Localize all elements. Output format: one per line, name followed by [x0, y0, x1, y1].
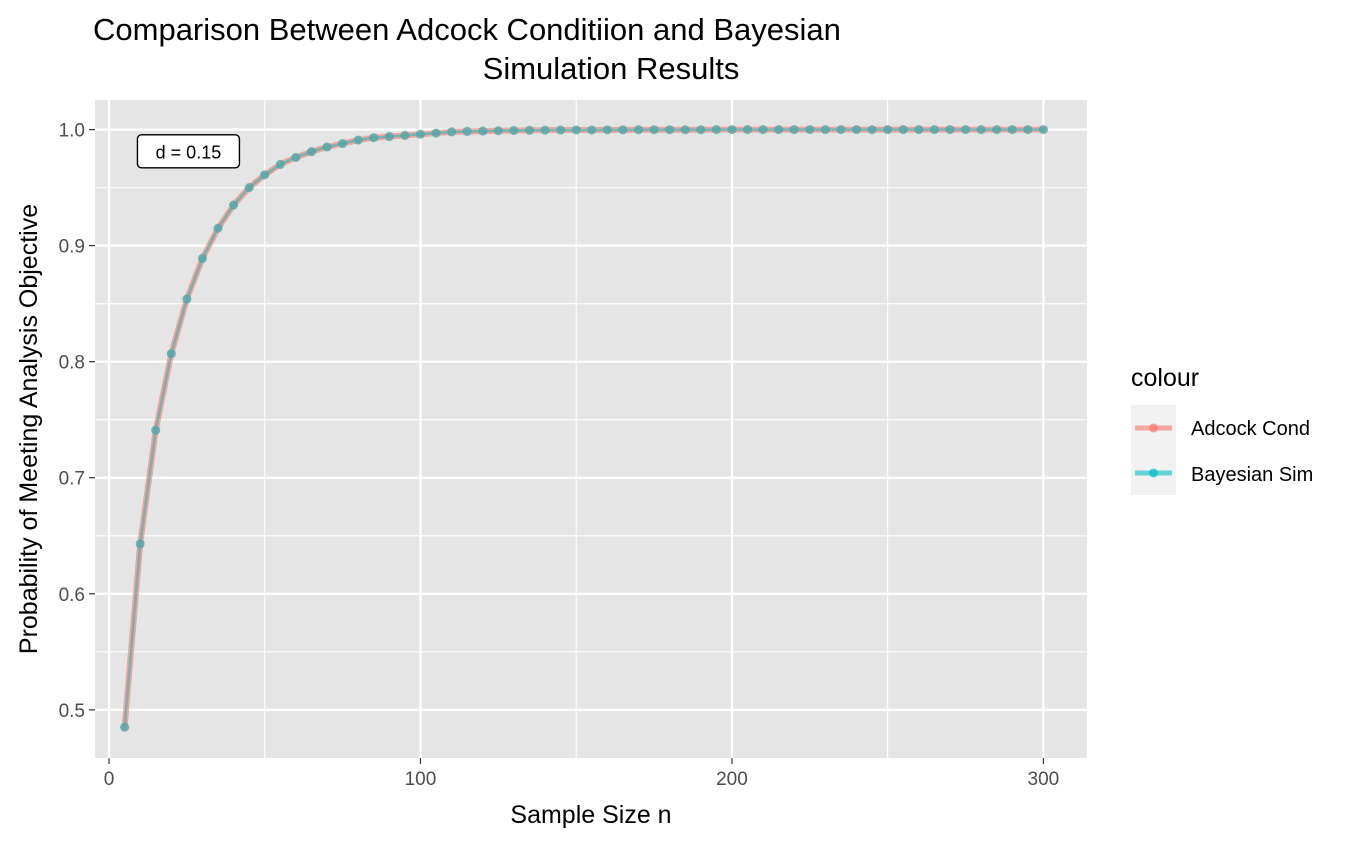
minor-gridlines [95, 100, 1087, 758]
bayesian-sim-point [291, 152, 301, 162]
bayesian-sim-point [353, 135, 363, 145]
bayesian-sim-point [992, 125, 1002, 135]
bayesian-sim-point [634, 125, 643, 135]
bayesian-sim-point [493, 126, 503, 136]
bayesian-sim-point [166, 349, 176, 359]
bayesian-sim-point [431, 128, 441, 138]
bayesian-sim-point [914, 125, 924, 135]
bayesian-sim-point [135, 539, 145, 549]
y-tick-label: 0.5 [59, 701, 85, 722]
legend-label-adcock: Adcock Cond [1191, 418, 1310, 440]
bayesian-sim-point [898, 125, 908, 135]
bayesian-sim-point [369, 133, 379, 143]
bayesian-sim-point [820, 125, 830, 135]
bayesian-sim-point [400, 130, 410, 140]
bayesian-sim-point [540, 125, 550, 135]
bayesian-sim-point [260, 170, 270, 180]
bayesian-sim-point [945, 125, 955, 135]
x-tick-label: 200 [716, 769, 748, 790]
bayesian-sim-point [696, 125, 706, 135]
y-tick-label: 0.6 [59, 585, 85, 606]
chart-title-line-2: Simulation Results [483, 51, 740, 86]
bayesian-sim-point [976, 125, 986, 135]
legend-key-background [1131, 405, 1176, 495]
bayesian-sim-point [665, 125, 675, 135]
bayesian-sim-point [680, 125, 690, 135]
bayesian-sim-point [727, 125, 737, 135]
legend-key-bayesian-point [1149, 468, 1158, 478]
bayesian-sim-point [151, 425, 161, 435]
y-tick-label: 0.8 [59, 353, 85, 374]
bayesian-sim-point [774, 125, 784, 135]
chart-title-line-1: Comparison Between Adcock Conditiion and… [93, 12, 841, 47]
bayesian-sim-point [524, 125, 534, 135]
bayesian-sim-point [1023, 125, 1033, 135]
bayesian-sim-point [509, 126, 519, 136]
bayesian-sim-point [743, 125, 753, 135]
x-axis-title: Sample Size n [510, 801, 671, 829]
bayesian-sim-point [197, 253, 207, 263]
bayesian-sim-point [587, 125, 597, 135]
y-axis: 0.5 0.6 0.7 0.8 0.9 1.0 [59, 121, 95, 722]
x-axis: 0 100 200 300 [104, 758, 1060, 790]
bayesian-sim-point [275, 159, 285, 169]
y-tick-label: 0.9 [59, 237, 85, 258]
legend-title: colour [1131, 364, 1199, 392]
bayesian-sim-point [338, 139, 348, 149]
bayesian-sim-point [789, 125, 799, 135]
plot-panel [95, 100, 1087, 758]
legend-key-adcock-point [1149, 423, 1158, 433]
annotation: d = 0.15 [136, 134, 241, 169]
bayesian-sim-point [182, 294, 192, 304]
y-tick-label: 1.0 [59, 121, 85, 142]
annotation-label: d = 0.15 [156, 142, 222, 162]
bayesian-sim-point [213, 223, 223, 233]
bayesian-sim-point [120, 722, 130, 732]
bayesian-sim-point [852, 125, 862, 135]
bayesian-sim-point [836, 125, 846, 135]
legend: colour Adcock Cond Bayesian Sim [1131, 364, 1313, 495]
legend-label-bayesian: Bayesian Sim [1191, 464, 1313, 486]
bayesian-sim-point [384, 132, 394, 142]
annotation-box [136, 134, 241, 169]
bayesian-sim-point [961, 125, 971, 135]
bayesian-sim-point [478, 126, 488, 136]
bayesian-sim-point [1007, 125, 1017, 135]
bayesian-sim-point [415, 129, 425, 139]
bayesian-sim-point [462, 126, 472, 136]
bayesian-sim-point [556, 125, 566, 135]
bayesian-sim-point [306, 147, 316, 157]
bayesian-sim-point [1038, 125, 1048, 135]
y-tick-label: 0.7 [59, 469, 85, 490]
bayesian-sim-point [649, 125, 659, 135]
bayesian-sim-point [447, 127, 457, 137]
series-points [120, 125, 1048, 732]
bayesian-sim-point [229, 200, 239, 210]
x-tick-label: 300 [1028, 769, 1060, 790]
bayesian-sim-point [244, 183, 254, 193]
bayesian-sim-point [711, 125, 721, 135]
bayesian-sim-point [758, 125, 768, 135]
bayesian-sim-point [867, 125, 877, 135]
bayesian-sim-point [618, 125, 628, 135]
y-axis-title: Probability of Meeting Analysis Objectiv… [15, 204, 43, 654]
bayesian-sim-point [883, 125, 893, 135]
x-tick-label: 100 [405, 769, 437, 790]
bayesian-sim-point [805, 125, 815, 135]
bayesian-sim-point [602, 125, 612, 135]
bayesian-sim-point [322, 142, 332, 152]
bayesian-sim-point [571, 125, 581, 135]
x-tick-label: 0 [104, 769, 115, 790]
bayesian-sim-point [929, 125, 939, 135]
